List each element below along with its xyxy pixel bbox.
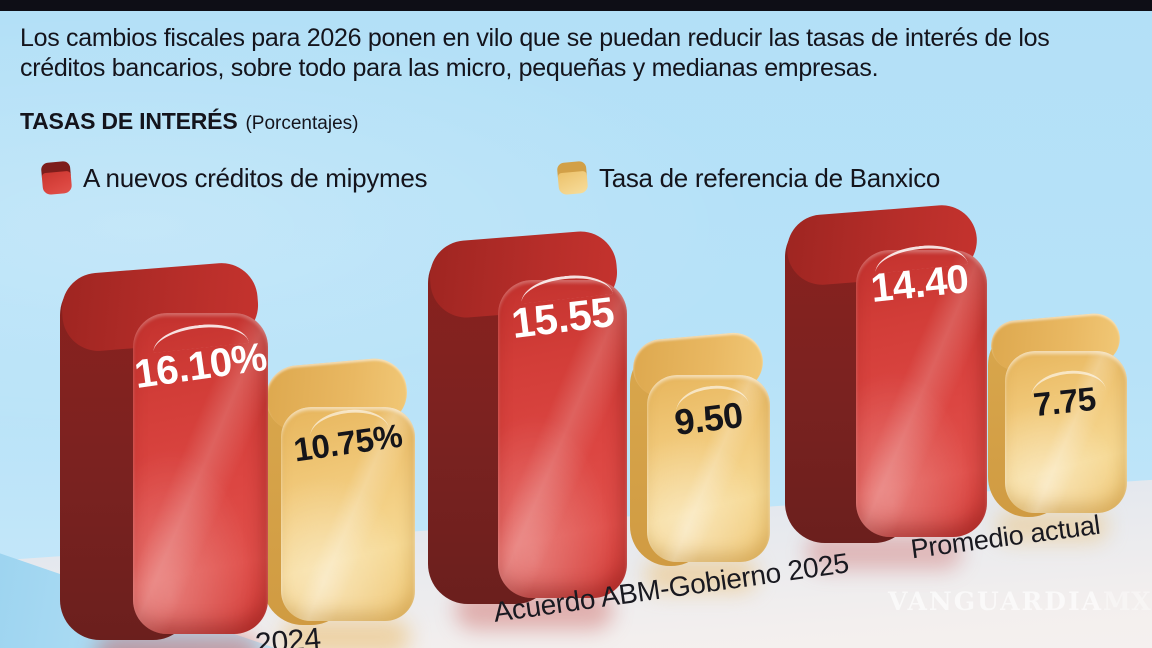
bar-red-promedio: 14.40 bbox=[784, 202, 988, 543]
bar-front-face bbox=[646, 375, 771, 562]
bar-red-2024: 16.10% bbox=[59, 260, 269, 640]
legend-item-banxico: Tasa de referencia de Banxico bbox=[556, 160, 941, 196]
intro-line-2: créditos bancarios, sobre todo para las … bbox=[20, 54, 879, 82]
bar-front-face bbox=[497, 280, 628, 598]
bar-front-face bbox=[1004, 351, 1128, 513]
intro-paragraph: Los cambios fiscales para 2026 ponen en … bbox=[20, 23, 1050, 83]
top-border-bar bbox=[0, 0, 1152, 11]
bar-red-acuerdo: 15.55 bbox=[427, 228, 628, 604]
intro-line-1: Los cambios fiscales para 2026 ponen en … bbox=[20, 24, 1050, 52]
bar-yellow-promedio: 7.75 bbox=[988, 311, 1128, 517]
bar-front-face bbox=[281, 406, 415, 622]
legend-item-mipymes: A nuevos créditos de mipymes bbox=[40, 160, 428, 196]
chart-subtitle: (Porcentajes) bbox=[245, 113, 359, 134]
bar-front-face bbox=[132, 312, 269, 635]
watermark-suffix: MX bbox=[1103, 587, 1152, 616]
cube-front-face bbox=[41, 170, 73, 196]
bar-yellow-acuerdo: 9.50 bbox=[630, 330, 771, 566]
yellow-cube-icon bbox=[556, 160, 589, 196]
watermark-text: VANGUARDIA bbox=[888, 587, 1104, 616]
watermark: VANGUARDIAMX bbox=[888, 587, 1151, 616]
legend-label-banxico: Tasa de referencia de Banxico bbox=[599, 162, 941, 193]
reflection-yellow-promedio bbox=[996, 510, 1108, 542]
chart-title-row: TASAS DE INTERÉS (Porcentajes) bbox=[20, 108, 358, 135]
bar-front-face bbox=[855, 249, 988, 538]
red-cube-icon bbox=[40, 160, 73, 196]
legend-label-mipymes: A nuevos créditos de mipymes bbox=[83, 162, 428, 193]
bar-yellow-2024: 10.75% bbox=[263, 355, 415, 625]
cube-front-face bbox=[557, 170, 589, 196]
chart-title: TASAS DE INTERÉS bbox=[20, 108, 238, 134]
